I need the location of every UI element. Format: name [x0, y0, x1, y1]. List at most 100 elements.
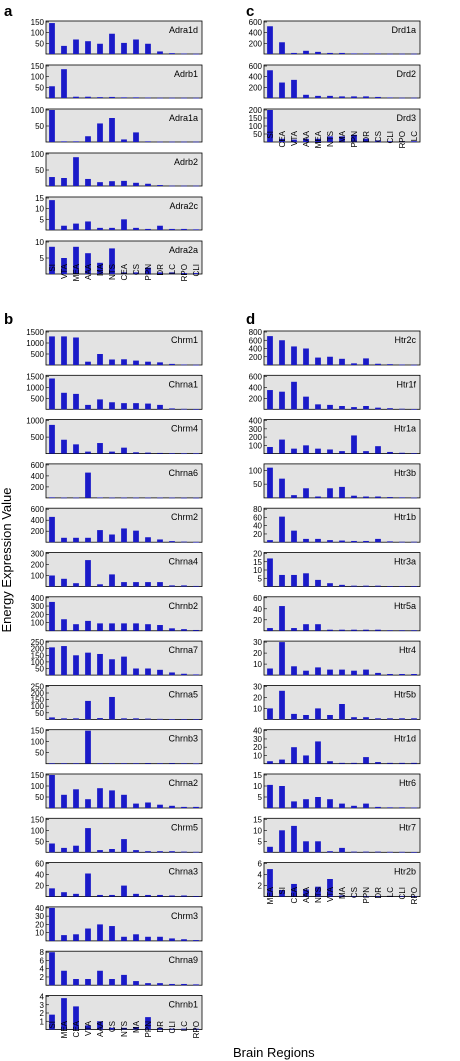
bar-adra2a-cli: [193, 273, 199, 274]
bar-adra1d-mea: [73, 39, 79, 54]
bar-htr1d-vta: [327, 761, 333, 764]
bar-chrm2-dr: [157, 539, 163, 543]
bar-adra1a-cea: [121, 139, 127, 142]
bar-htr4-si: [279, 642, 285, 676]
bar-adra1d-cli: [193, 53, 199, 55]
bar-htr3b-vta: [327, 488, 333, 498]
bar-chrm4-rpo: [193, 453, 199, 455]
bar-chrnb1-dr: [157, 1027, 163, 1030]
bar-htr3b-dr: [375, 496, 381, 498]
bar-chrna5-mea: [61, 718, 67, 720]
bar-chrna6-dr: [157, 497, 163, 499]
bar-htr1b-cs: [351, 540, 357, 543]
bar-htr5b-dr: [375, 718, 381, 720]
bar-chrna6-cea: [73, 497, 79, 499]
y-tick-label: 50: [35, 837, 44, 846]
bar-htr3b-si: [279, 478, 285, 498]
bar-adra1d-dr: [157, 51, 163, 54]
subplot-chrm1: 500 1000 1500 Chrm1: [26, 328, 203, 366]
subplot-title: Htr5b: [394, 689, 416, 699]
y-tick-label: 60: [253, 513, 262, 522]
bar-chrna5-dr: [157, 718, 163, 720]
y-tick-label: 8: [40, 948, 45, 957]
y-tick-label: 20: [253, 550, 262, 559]
bar-htr7-nts: [315, 841, 321, 853]
bar-htr5b-nts: [315, 708, 321, 720]
bar-chrnb2-dr: [157, 625, 163, 631]
y-tick-label: 150: [31, 771, 45, 780]
y-tick-label: 200: [249, 106, 263, 115]
bar-htr7-rpo: [411, 852, 417, 853]
bar-htr6-lc: [387, 807, 393, 808]
y-tick-label: 300: [249, 425, 263, 434]
y-tick-label: 5: [258, 793, 263, 802]
bar-chrm1-mea: [61, 336, 67, 365]
bar-htr4-vta: [327, 669, 333, 676]
x-tick-label-mea: MEA: [266, 886, 275, 904]
bar-chrm3-cli: [169, 938, 175, 941]
y-tick-label: 100: [31, 73, 45, 82]
bar-chrnb3-mea: [61, 763, 67, 764]
y-tick-label: 400: [31, 516, 45, 525]
bar-htr2b-mea: [267, 869, 273, 897]
bar-adra1d-rpo: [181, 53, 187, 55]
bar-htr5a-lc: [387, 630, 393, 631]
bar-drd3-ma: [339, 136, 345, 142]
bar-chrm5-ma: [133, 850, 139, 853]
y-tick-label: 200: [31, 561, 45, 570]
y-tick-label: 4: [40, 993, 45, 1002]
bar-adrb2-aaa: [85, 178, 91, 186]
y-tick-label: 30: [35, 912, 44, 921]
bar-adrb2-cea: [121, 180, 127, 186]
y-tick-label: 20: [35, 882, 44, 891]
bar-chrnb3-vta: [85, 730, 91, 764]
subplot-frame: [263, 773, 421, 809]
bar-chrnb3-aaa: [97, 763, 103, 764]
bar-htr3b-cs: [351, 495, 357, 498]
bar-htr5a-si: [279, 606, 285, 631]
subplot-chrna6: 200 400 600 Chrna6: [31, 461, 203, 499]
bar-drd1a-ppn: [351, 53, 357, 55]
y-tick-label: 20: [253, 616, 262, 625]
bar-htr6-vta: [327, 799, 333, 808]
bar-chrm4-aaa: [97, 443, 103, 454]
bar-chrm2-si: [49, 516, 55, 543]
bar-chrna2-cs: [109, 790, 115, 808]
bar-drd3-aaa: [303, 138, 309, 142]
subplot-frame: [263, 20, 421, 55]
bar-htr7-cs: [351, 851, 357, 853]
bar-chrna3-lc: [181, 895, 187, 897]
bar-chrm2-cea: [73, 537, 79, 543]
bar-adra2a-dr: [157, 272, 163, 274]
subplot-title: Adra2c: [169, 201, 198, 211]
subplot-title: Chrna3: [168, 867, 198, 877]
subplot-frame: [45, 152, 203, 187]
bar-chrna5-lc: [181, 719, 187, 720]
subplot-frame: [45, 108, 203, 143]
x-tick-label-lc: LC: [180, 1021, 189, 1031]
bar-adrb1-si: [49, 86, 55, 98]
x-tick-label-ma: MA: [96, 263, 105, 276]
x-tick-label-mea: MEA: [314, 130, 323, 148]
y-tick-label: 50: [35, 39, 44, 48]
bar-htr4-cli: [399, 674, 405, 676]
bar-chrm3-mea: [61, 935, 67, 941]
subplot-title: Htr2c: [394, 335, 416, 345]
y-tick-label: 40: [253, 605, 262, 614]
subplot-title: Htr1f: [396, 379, 416, 389]
bar-htr5a-ma: [339, 629, 345, 631]
y-tick-label: 200: [31, 483, 45, 492]
y-tick-label: 5: [40, 215, 45, 224]
bar-htr7-dr: [375, 851, 381, 853]
bar-chrnb3-si: [49, 763, 55, 764]
bar-chrm4-ppn: [145, 452, 151, 454]
bar-htr5a-aaa: [303, 624, 309, 631]
bar-htr1f-cs: [351, 407, 357, 410]
bar-htr1d-mea: [267, 761, 273, 764]
y-tick-label: 10: [253, 660, 262, 669]
bar-htr2b-dr: [375, 896, 381, 897]
bar-htr7-cli: [399, 851, 405, 853]
subplot-title: Chrm4: [171, 424, 198, 434]
